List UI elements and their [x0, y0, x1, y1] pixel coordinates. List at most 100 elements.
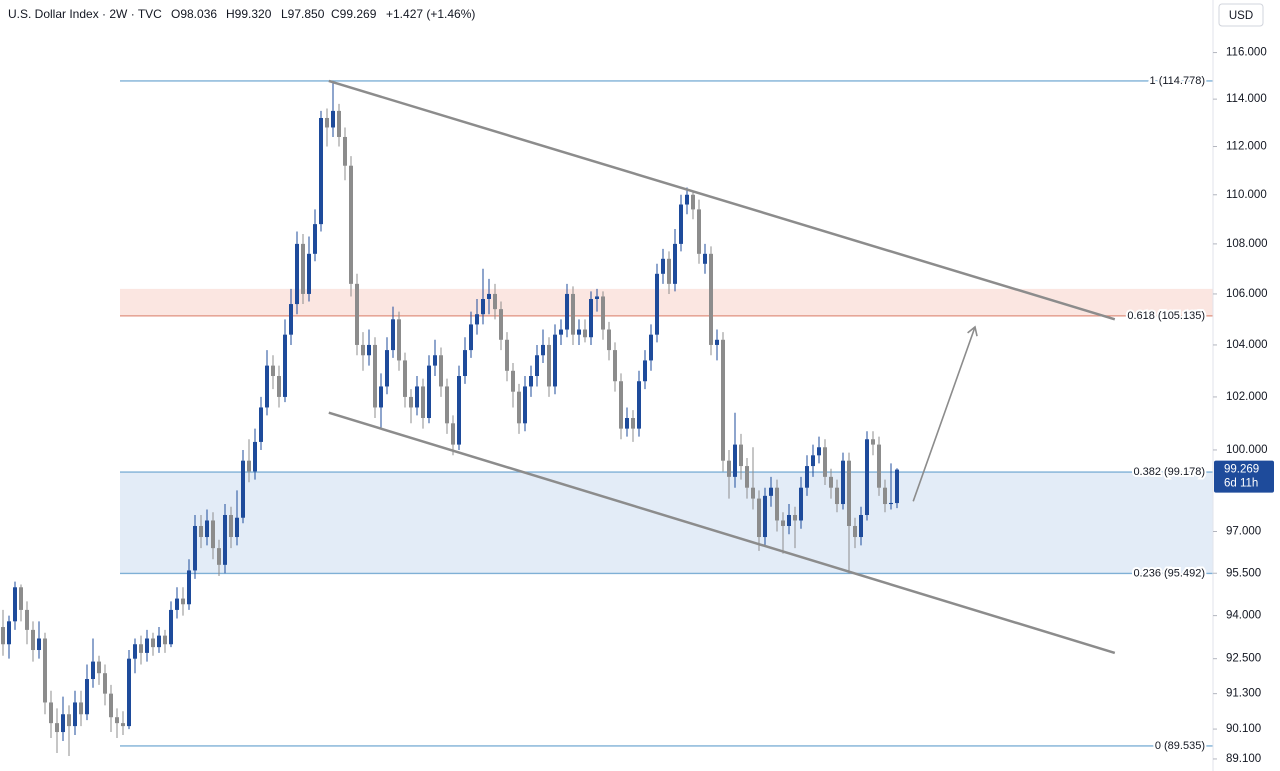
candle-body [847, 460, 851, 526]
candle-body [289, 304, 293, 335]
candle-body [685, 194, 689, 205]
candle-body [667, 258, 671, 284]
candle-body [433, 355, 437, 366]
zones [120, 288, 1214, 574]
candle-body [397, 319, 401, 361]
fib-label: 0 (89.535) [1155, 740, 1205, 752]
candle-body [319, 117, 323, 225]
candle-body [175, 598, 179, 610]
candle-body [43, 638, 47, 703]
candle-body [871, 439, 875, 445]
candle-body [25, 609, 29, 630]
candle-body [595, 296, 599, 299]
currency[interactable]: USD [1229, 10, 1253, 22]
candle-body [781, 520, 785, 526]
candle-body [91, 661, 95, 680]
candle-body [859, 514, 863, 538]
y-tick-label: 102.000 [1226, 391, 1268, 403]
candle-body [391, 319, 395, 351]
candle-body [355, 283, 359, 345]
candle-body [529, 376, 533, 387]
candle-body [517, 391, 521, 424]
candle-body [367, 344, 371, 356]
candle-body [439, 355, 443, 387]
candle-body [535, 355, 539, 377]
last-price-box [1214, 460, 1274, 493]
candle-body [277, 376, 281, 397]
candle-body [571, 293, 575, 335]
candle-body [325, 117, 329, 128]
candle-body [403, 360, 407, 397]
candle-body [349, 165, 353, 284]
trend-line [328, 79, 1116, 321]
close-value: C99.269 [331, 7, 377, 21]
candle-body [745, 466, 749, 488]
candle-body [823, 447, 827, 477]
candle-body [247, 460, 251, 472]
candle-body [151, 638, 155, 648]
candle-body [217, 548, 221, 565]
y-tick-label: 114.000 [1226, 93, 1267, 105]
candle-body [259, 407, 263, 442]
candle-body [103, 673, 107, 694]
candle-body [661, 258, 665, 274]
candle-body [373, 344, 377, 408]
candle-body [1, 627, 5, 645]
candle-body [379, 386, 383, 408]
candle-body [73, 702, 77, 727]
candle-body [205, 520, 209, 538]
candle-body [613, 350, 617, 382]
candle-body [313, 224, 317, 254]
candle-body [55, 723, 59, 733]
candle-body [481, 298, 485, 315]
candle-body [835, 487, 839, 505]
candle-body [445, 386, 449, 424]
candle-body [61, 714, 65, 733]
candle-body [463, 350, 467, 377]
candle-body [385, 350, 389, 387]
candle-body [13, 587, 17, 622]
candle-body [751, 487, 755, 499]
candle-body [415, 386, 419, 408]
candle-body [625, 418, 629, 429]
price-axis: USD 116.000 114.000 112.000 110.000 108.000 1… [1212, 0, 1280, 771]
projection-arrow [912, 325, 978, 502]
candle-body [271, 365, 275, 377]
candle-body [637, 381, 641, 429]
candle-body [703, 253, 707, 264]
candle-body [523, 386, 527, 424]
candle-body [589, 298, 593, 338]
zone [120, 472, 1214, 574]
candle-body [817, 447, 821, 456]
candle-body [787, 514, 791, 526]
candle-body [241, 460, 245, 518]
y-tick-label: 90.100 [1226, 723, 1261, 735]
candle-body [253, 441, 257, 472]
candle-body [547, 344, 551, 387]
candle-body [697, 209, 701, 254]
candle-body [133, 644, 137, 659]
candle-body [139, 644, 143, 653]
fib-label: 0.236 (95.492) [1133, 567, 1205, 579]
candle-body [865, 439, 869, 515]
candle-body [883, 487, 887, 505]
candle-body [679, 204, 683, 244]
candle-body [19, 587, 23, 610]
y-tick-label: 91.300 [1226, 688, 1261, 700]
y-tick-label: 89.100 [1226, 753, 1261, 765]
candle-body [607, 329, 611, 351]
candle-body [733, 444, 737, 477]
candle-body [577, 329, 581, 335]
candle-body [361, 344, 365, 356]
currency-box[interactable] [1218, 3, 1264, 27]
candle-body [79, 702, 83, 715]
y-tick-label: 110.000 [1226, 189, 1267, 201]
candle-body [427, 365, 431, 419]
candle-body [553, 334, 557, 387]
candle-body [109, 693, 113, 718]
candles [1, 80, 899, 756]
candle-body [67, 714, 71, 727]
candle-body [127, 658, 131, 727]
y-tick-label: 92.500 [1226, 653, 1261, 665]
